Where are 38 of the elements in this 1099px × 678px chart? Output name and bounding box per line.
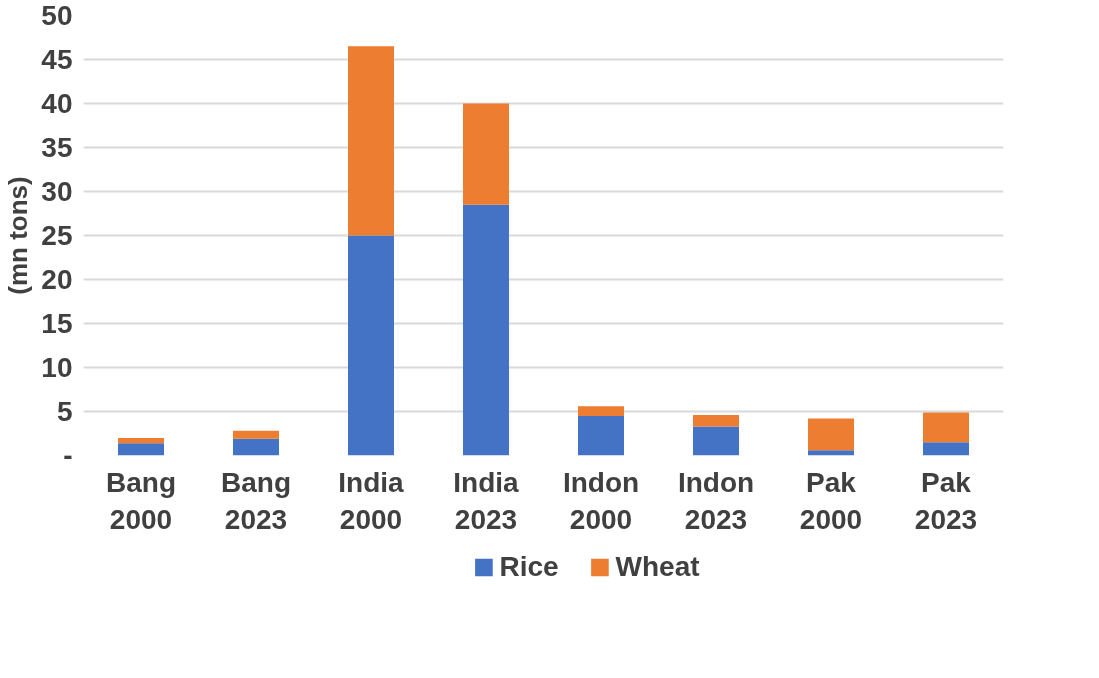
bar bbox=[118, 443, 164, 456]
bar bbox=[808, 418, 854, 451]
bar bbox=[348, 235, 394, 456]
y-tick-label: 30 bbox=[41, 176, 73, 207]
x-tick-label: Bang 2023 bbox=[221, 466, 291, 535]
x-tick-label: Pak 2023 bbox=[914, 466, 978, 535]
y-tick-label: 10 bbox=[41, 352, 73, 383]
x-tick-label: India 2000 bbox=[338, 466, 405, 535]
y-tick-label: 40 bbox=[41, 88, 73, 119]
y-tick-label: 15 bbox=[41, 308, 73, 339]
bar bbox=[693, 426, 739, 456]
bar bbox=[233, 438, 279, 456]
y-axis-title: (mn tons) bbox=[3, 176, 34, 295]
bar bbox=[463, 204, 509, 456]
y-tick-label: 50 bbox=[41, 0, 73, 31]
y-tick-label: 25 bbox=[41, 220, 73, 251]
bar bbox=[693, 415, 739, 427]
bar bbox=[923, 412, 969, 443]
bar bbox=[463, 103, 509, 205]
legend-label: Rice bbox=[499, 551, 559, 583]
bar bbox=[923, 442, 969, 456]
bar bbox=[808, 450, 854, 456]
bar bbox=[233, 430, 279, 439]
bar bbox=[118, 437, 164, 444]
bar bbox=[348, 46, 394, 236]
x-tick-label: Indon 2023 bbox=[677, 466, 755, 535]
x-tick-label: Bang 2000 bbox=[106, 466, 176, 535]
x-tick-label: Indon 2000 bbox=[562, 466, 640, 535]
y-tick-label: 45 bbox=[41, 44, 73, 75]
legend-label: Wheat bbox=[615, 551, 700, 583]
bar bbox=[578, 415, 624, 456]
x-tick-label: India 2023 bbox=[453, 466, 520, 535]
y-tick-label: 20 bbox=[41, 264, 73, 295]
y-tick-label: 5 bbox=[56, 396, 73, 427]
x-tick-label: Pak 2000 bbox=[799, 466, 863, 535]
y-tick-label: - bbox=[63, 440, 73, 471]
y-tick-label: 35 bbox=[41, 132, 73, 163]
bar bbox=[578, 406, 624, 416]
